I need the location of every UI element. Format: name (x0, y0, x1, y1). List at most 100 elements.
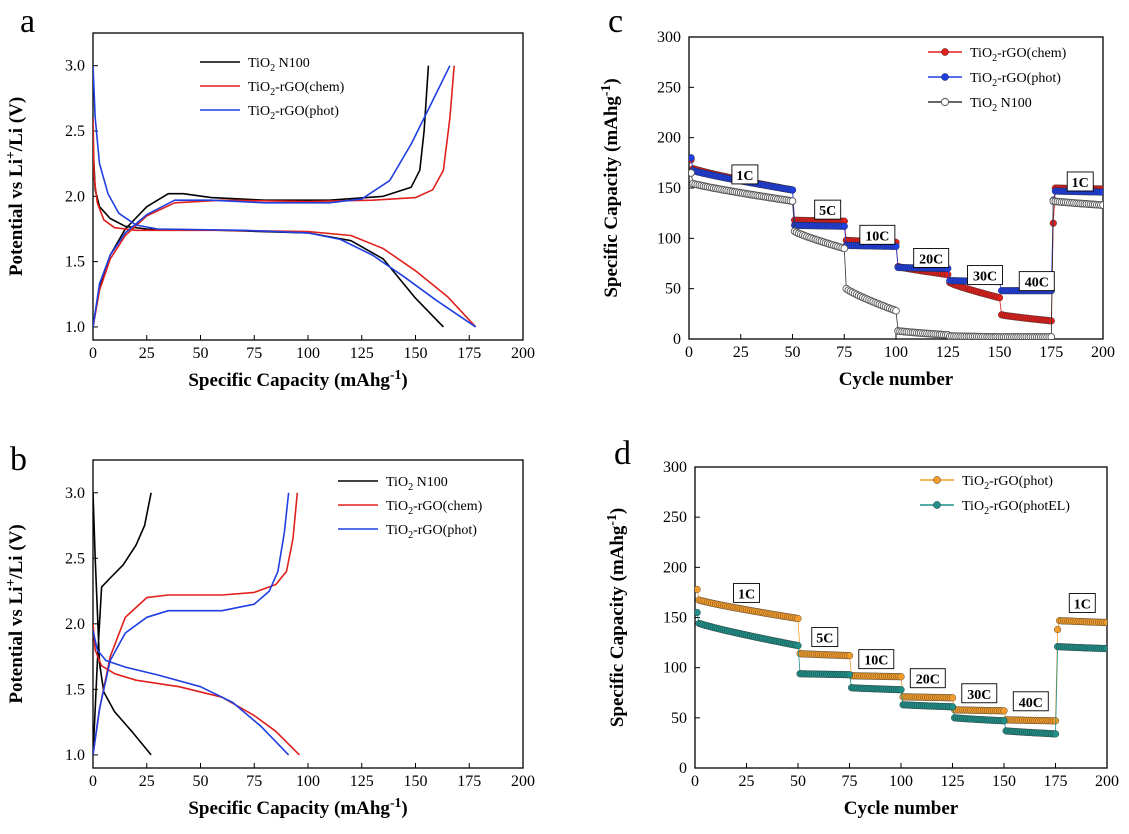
plot-d: 0 25 50 75 100 125 150 175 200 0 50 100 150 200 250 300… (604, 459, 1119, 819)
series-line (93, 65, 477, 328)
y-tick-label: 3.0 (65, 485, 85, 502)
x-tick-label: 200 (511, 345, 535, 362)
y-tick-label: 100 (657, 230, 681, 247)
plot-c: 0 25 50 75 100 125 150 175 200 0 50 100 150 200 250 300… (598, 29, 1115, 390)
legend-label: TiO2​ N100 (970, 96, 1032, 114)
legend-label: TiO2​-rGO(chem) (248, 80, 345, 98)
x-tick-label: 50 (785, 344, 801, 361)
data-point (840, 222, 848, 230)
rate-label-box (1068, 593, 1096, 613)
y-axis-title: Specific Capacity (mAhg-1​) (604, 508, 628, 727)
data-point (1099, 201, 1103, 209)
y-tick-label: 0 (673, 331, 681, 348)
panel-a: a 0 25 50 75 100 125 150 175 200 1.0 1.5 2.0 2.5 3.0 S… (3, 3, 535, 391)
x-tick-label: 25 (139, 345, 155, 362)
y-tick-label: 2.0 (65, 616, 85, 633)
data-point (695, 585, 701, 593)
data-point (788, 186, 797, 194)
y-axis-title: Specific Capacity (mAhg-1​) (598, 78, 622, 297)
x-tick-label: 0 (89, 773, 97, 790)
x-tick-label: 50 (193, 345, 209, 362)
x-tick-label: 175 (457, 773, 481, 790)
panel-d-letter: d (614, 435, 631, 472)
data-point (1051, 730, 1060, 738)
data-point (995, 294, 1004, 302)
x-tick-label: 150 (404, 773, 428, 790)
x-axis-title: Cycle number (839, 369, 954, 390)
y-tick-label: 100 (663, 660, 687, 677)
data-point (948, 703, 957, 711)
data-point (689, 169, 695, 177)
data-point (1103, 645, 1107, 653)
data-point (845, 652, 854, 660)
rate-label-box (909, 668, 946, 689)
rate-label-box (1066, 171, 1094, 192)
x-tick-label: 75 (246, 345, 262, 362)
series-line (93, 492, 300, 756)
x-tick-label: 25 (139, 773, 155, 790)
x-tick-label: 50 (193, 773, 209, 790)
data-point (1054, 625, 1062, 634)
data-point (897, 673, 905, 681)
rate-label-box (967, 265, 1003, 286)
y-tick-label: 200 (657, 130, 681, 147)
x-tick-label: 25 (733, 344, 749, 361)
y-tick-label: 2.5 (65, 550, 85, 567)
data-point (840, 244, 849, 253)
rate-label: 1C (738, 587, 755, 602)
y-tick-label: 1.5 (65, 254, 85, 271)
data-point (794, 614, 802, 623)
rate-label-box (811, 627, 839, 648)
x-tick-label: 200 (511, 773, 535, 790)
y-tick-label: 250 (663, 509, 687, 526)
data-point (1000, 707, 1008, 715)
rate-label-box (961, 683, 998, 704)
legend-label: TiO2​-rGO(phot) (970, 71, 1061, 89)
y-tick-label: 2.5 (65, 123, 85, 140)
y-tick-label: 50 (665, 281, 681, 298)
data-point (897, 686, 905, 694)
rate-label-box (731, 164, 759, 185)
legend-label: TiO2​-rGO(photEL) (962, 499, 1070, 517)
rate-label: 20C (916, 673, 940, 688)
x-tick-label: 200 (1095, 773, 1119, 790)
data-layer (93, 492, 300, 756)
data-point (1000, 717, 1008, 725)
y-tick-label: 300 (657, 29, 681, 46)
legend-swatch-marker (933, 501, 941, 509)
data-point (788, 197, 797, 205)
rate-label: 40C (1025, 276, 1049, 291)
plot-a: 0 25 50 75 100 125 150 175 200 1.0 1.5 2.0 2.5 3.0 Spe… (3, 32, 535, 391)
x-tick-label: 100 (889, 773, 913, 790)
x-tick-label: 150 (988, 344, 1012, 361)
legend-label: TiO2​-rGO(phot) (248, 104, 339, 122)
y-tick-label: 1.0 (65, 319, 85, 336)
y-tick-label: 1.5 (65, 681, 85, 698)
x-tick-label: 200 (1091, 344, 1115, 361)
legend-label: TiO2​-rGO(chem) (386, 499, 483, 517)
legend-swatch-marker (941, 73, 949, 81)
data-point (845, 671, 854, 679)
rate-label-box (913, 248, 950, 268)
data-point (1047, 333, 1056, 339)
x-tick-label: 125 (936, 344, 960, 361)
series-line (93, 492, 290, 756)
rate-label: 1C (736, 169, 753, 184)
x-tick-label: 125 (350, 345, 374, 362)
data-layer (93, 65, 477, 328)
rate-label-box (859, 224, 896, 245)
rate-label: 10C (864, 654, 888, 669)
x-tick-label: 175 (457, 345, 481, 362)
panel-c-letter: c (608, 3, 623, 40)
y-tick-label: 2.0 (65, 188, 85, 205)
legend-swatch-marker (933, 476, 941, 484)
legend-label: TiO2​ N100 (386, 475, 448, 493)
data-point (948, 694, 957, 702)
x-tick-label: 100 (884, 344, 908, 361)
y-tick-label: 3.0 (65, 58, 85, 75)
legend-swatch-marker (940, 97, 950, 107)
x-axis-title: Specific Capacity (mAhg-1​) (188, 795, 407, 819)
data-layer (695, 585, 1107, 738)
x-tick-label: 175 (1039, 344, 1063, 361)
y-tick-label: 1.0 (65, 747, 85, 764)
